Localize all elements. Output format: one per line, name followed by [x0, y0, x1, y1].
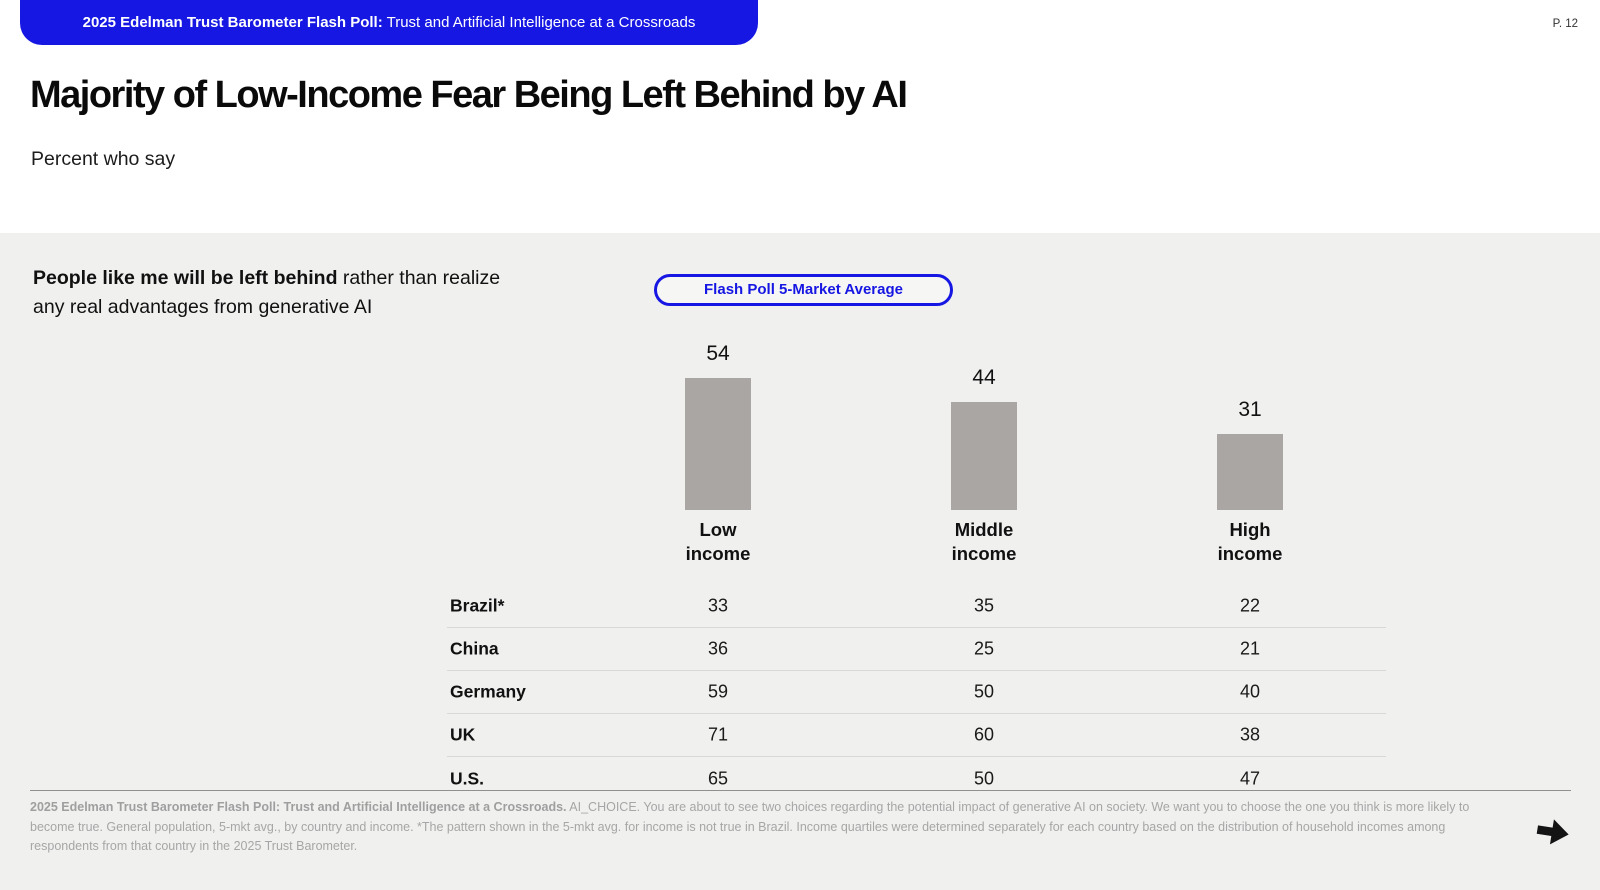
- table-value: 47: [1239, 768, 1261, 788]
- table-value: 71: [707, 724, 729, 745]
- market-average-pill: Flash Poll 5-Market Average: [654, 274, 953, 306]
- page-number: P. 12: [1552, 18, 1578, 30]
- statement-regular: rather than realize any real advantages …: [33, 267, 501, 318]
- bar-value-label: 54: [706, 342, 730, 365]
- footer-divider: [30, 790, 1571, 791]
- table-row: UK 71 60 38: [447, 714, 1386, 757]
- bar-value-label: 44: [972, 366, 996, 389]
- table-row: Germany 59 50 40: [447, 671, 1386, 714]
- bar: [685, 378, 751, 510]
- country-label: UK: [450, 724, 476, 745]
- table-row: China 36 25 21: [447, 628, 1386, 671]
- country-label: U.S.: [450, 768, 485, 788]
- table-value: 40: [1239, 681, 1261, 702]
- country-label: Brazil*: [450, 595, 505, 616]
- bar: [951, 402, 1017, 510]
- table-value: 21: [1239, 638, 1261, 659]
- bar-value-label: 31: [1238, 398, 1262, 421]
- category-label: High income: [1217, 519, 1283, 564]
- table-value: 36: [707, 638, 729, 659]
- table-value: 50: [973, 768, 995, 788]
- table-row: U.S. 65 50 47: [447, 757, 1386, 800]
- table-value: 59: [707, 681, 729, 702]
- bar: [1217, 434, 1283, 510]
- table-value: 50: [973, 681, 995, 702]
- page-title: Majority of Low-Income Fear Being Left B…: [30, 74, 908, 116]
- country-label: Germany: [450, 681, 526, 702]
- footer-note-bold: 2025 Edelman Trust Barometer Flash Poll:…: [30, 800, 567, 814]
- bar-column: 31: [1170, 233, 1330, 510]
- statement-bold: People like me will be left behind: [33, 267, 338, 289]
- page-subtitle: Percent who say: [31, 148, 176, 170]
- category-label: Middle income: [951, 519, 1017, 564]
- arrow-right-icon: [1536, 819, 1569, 845]
- header-banner: 2025 Edelman Trust Barometer Flash Poll:…: [20, 0, 758, 45]
- bar-column: 44: [904, 233, 1064, 510]
- chart-statement: People like me will be left behind rathe…: [33, 264, 533, 321]
- footer-note: 2025 Edelman Trust Barometer Flash Poll:…: [30, 798, 1475, 857]
- table-value: 38: [1239, 724, 1261, 745]
- chart-section: People like me will be left behind rathe…: [0, 233, 1600, 890]
- table-row: Brazil* 33 35 22: [447, 585, 1386, 628]
- category-label: Low income: [685, 519, 751, 564]
- table-value: 60: [973, 724, 995, 745]
- table-value: 25: [973, 638, 995, 659]
- bar-chart: 54 44 31: [0, 233, 1600, 510]
- banner-title-regular: Trust and Artificial Intelligence at a C…: [382, 14, 696, 31]
- banner-title-bold: 2025 Edelman Trust Barometer Flash Poll:: [82, 14, 383, 31]
- table-value: 65: [707, 768, 729, 788]
- country-table: Brazil* 33 35 22 China 36 25 21 Germany 59 50 40 UK 7…: [447, 585, 1386, 800]
- country-label: China: [450, 638, 499, 659]
- table-value: 35: [973, 595, 995, 616]
- footer-note-regular: AI_CHOICE. You are about to see two choi…: [30, 800, 1470, 853]
- table-value: 22: [1239, 595, 1261, 616]
- table-value: 33: [707, 595, 729, 616]
- next-arrow-button[interactable]: [1534, 815, 1572, 851]
- bar-column: 54: [638, 233, 798, 510]
